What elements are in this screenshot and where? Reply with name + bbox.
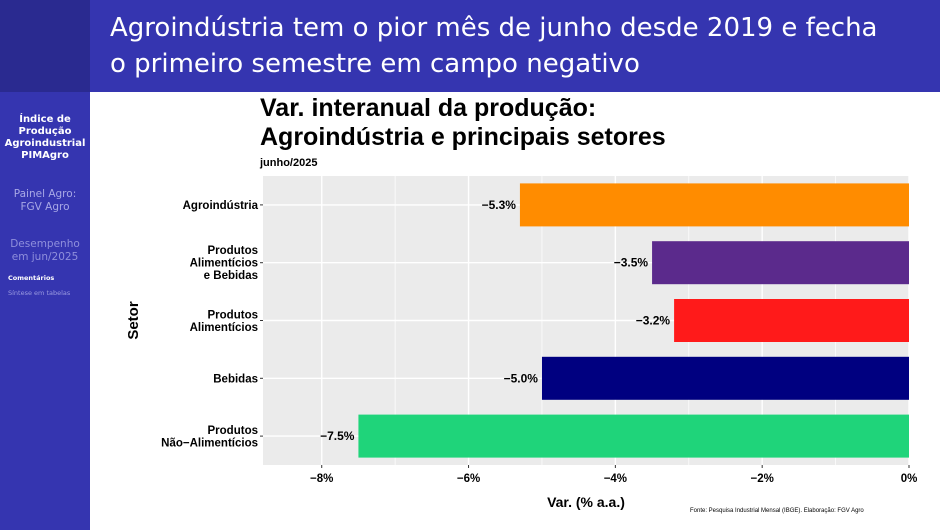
bar xyxy=(652,241,909,285)
sidebar-item-label: PIMAgro xyxy=(21,150,69,161)
bar-value-label: −7.5% xyxy=(320,429,355,443)
category-label-line: Bebidas xyxy=(213,373,258,385)
slide-title-line-2: o primeiro semestre em campo negativo xyxy=(110,49,640,79)
category-label: Bebidas xyxy=(213,373,258,385)
category-label-line: Agroindústria xyxy=(183,200,259,212)
bar-value-label: −5.3% xyxy=(482,198,517,212)
sidebar-item-label: Painel Agro: xyxy=(13,188,77,200)
bar xyxy=(674,299,909,342)
sidebar-item-label: FGV Agro xyxy=(20,201,70,213)
bar xyxy=(541,356,909,400)
x-tick-label: −4% xyxy=(604,473,627,485)
sidebar-item-label: Desempenho xyxy=(10,238,80,250)
sidebar-item-painel-agro[interactable]: Painel Agro: FGV Agro xyxy=(0,188,90,214)
sidebar-item-pimagro[interactable]: Índice de Produção Agroindustrial PIMAgr… xyxy=(0,114,90,162)
category-label-line: Alimentícios xyxy=(190,322,258,334)
x-tick-label: −2% xyxy=(751,473,774,485)
bar-value-label: −5.0% xyxy=(504,371,539,385)
chart-title: Var. interanual da produção: Agroindústr… xyxy=(260,94,666,152)
category-label-line: Produtos xyxy=(208,245,258,257)
chart-title-line-1: Var. interanual da produção: xyxy=(260,94,597,122)
bar xyxy=(358,414,909,458)
category-label-line: Não−Alimentícios xyxy=(161,437,258,449)
slide-title-line-1: Agroindústria tem o pior mês de junho de… xyxy=(110,13,878,43)
sidebar-item-label: Produção xyxy=(18,126,72,137)
category-label-line: e Bebidas xyxy=(204,270,258,282)
x-tick-label: −8% xyxy=(310,473,333,485)
x-axis-title: Var. (% a.a.) xyxy=(547,494,625,510)
bar-value-label: −3.2% xyxy=(636,314,671,328)
bar xyxy=(519,183,909,227)
header-corner xyxy=(0,0,90,92)
sidebar-item-sintese[interactable]: Síntese em tabelas xyxy=(8,289,71,297)
sidebar-item-label: em jun/2025 xyxy=(11,251,79,263)
y-axis-title: Setor xyxy=(125,301,142,340)
category-label: Agroindústria xyxy=(183,200,259,212)
sidebar: Índice de Produção Agroindustrial PIMAgr… xyxy=(0,92,90,530)
sidebar-item-desempenho[interactable]: Desempenho em jun/2025 xyxy=(0,238,90,264)
category-label-line: Produtos xyxy=(208,309,258,321)
slide-title: Agroindústria tem o pior mês de junho de… xyxy=(110,10,930,82)
x-tick-label: 0% xyxy=(901,473,918,485)
bar-value-label: −3.5% xyxy=(614,256,649,270)
category-label-line: Alimentícios xyxy=(190,258,258,270)
chart-title-line-2: Agroindústria e principais setores xyxy=(260,123,666,151)
source-note: Fonte: Pesquisa Industrial Mensal (IBGE)… xyxy=(690,508,864,514)
chart-subtitle: junho/2025 xyxy=(260,157,318,169)
sidebar-item-comentarios[interactable]: Comentários xyxy=(8,274,55,282)
sidebar-item-label: Índice de xyxy=(19,114,71,125)
sidebar-item-label: Agroindustrial xyxy=(4,138,86,149)
category-label-line: Produtos xyxy=(208,425,258,437)
x-tick-label: −6% xyxy=(457,473,480,485)
header-band xyxy=(0,0,940,92)
